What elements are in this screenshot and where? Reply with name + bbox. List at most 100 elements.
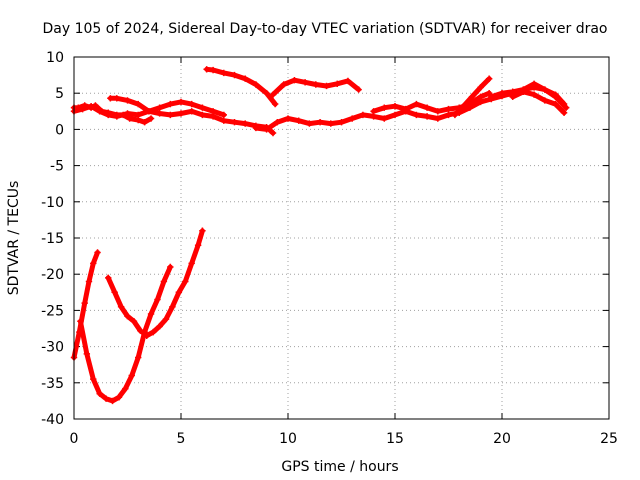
data-point: [77, 318, 84, 325]
y-tick-label: -20: [41, 267, 64, 283]
data-point: [188, 100, 195, 108]
data-point: [149, 328, 157, 336]
series-trace-b: [70, 103, 277, 137]
y-tick-label: 5: [55, 86, 64, 102]
data-point: [162, 315, 170, 323]
data-point: [85, 278, 93, 285]
data-point: [295, 117, 302, 124]
data-point: [445, 105, 452, 113]
data-point: [107, 95, 114, 102]
y-tick-label: -15: [41, 231, 64, 247]
y-tick-label: -40: [41, 412, 64, 428]
data-point: [182, 278, 189, 285]
x-tick-label: 10: [279, 431, 297, 447]
data-point: [498, 90, 506, 97]
data-point: [323, 82, 330, 90]
data-point: [90, 260, 97, 267]
data-point: [156, 323, 163, 330]
y-tick-label: 0: [55, 122, 64, 138]
data-point: [284, 115, 292, 122]
data-point: [530, 91, 538, 98]
series-trace-h: [451, 75, 493, 119]
series-trace-e: [269, 76, 362, 98]
data-point: [122, 385, 129, 392]
data-point: [135, 354, 142, 361]
y-axis-label: SDTVAR / TECUs: [6, 181, 22, 296]
data-point: [109, 397, 116, 405]
data-point: [231, 71, 238, 79]
plot-frame: [73, 56, 610, 420]
data-point: [359, 111, 367, 119]
data-point: [312, 81, 320, 88]
series-trace-l: [77, 263, 174, 405]
data-point: [90, 375, 97, 383]
series-trace-m: [105, 227, 206, 339]
data-point: [451, 111, 459, 119]
data-point: [280, 81, 287, 88]
data-point: [563, 104, 570, 111]
data-point: [83, 350, 91, 358]
y-tick-label: -25: [41, 303, 64, 319]
data-point: [334, 80, 341, 87]
data-point: [242, 75, 249, 82]
data-point: [306, 120, 313, 127]
series-trace-j: [509, 88, 568, 116]
data-point: [105, 274, 112, 282]
series-trace-d: [203, 66, 279, 108]
data-point: [167, 263, 174, 271]
data-point: [434, 108, 441, 115]
series-trace-c: [107, 95, 227, 119]
data-point: [96, 108, 103, 115]
data-point: [413, 100, 420, 108]
data-point: [199, 111, 206, 119]
data-point: [252, 124, 260, 132]
data-point: [269, 129, 277, 137]
data-point: [79, 105, 86, 113]
data-point: [242, 120, 249, 127]
data-point: [220, 69, 227, 77]
data-point: [137, 327, 144, 334]
data-point: [117, 303, 125, 310]
data-point: [344, 77, 352, 85]
data-point: [94, 249, 101, 256]
y-tick-label: -10: [41, 195, 64, 211]
data-point: [391, 111, 399, 119]
data-point: [102, 395, 110, 402]
data-point: [434, 115, 441, 122]
data-point: [126, 115, 133, 122]
data-point: [520, 88, 527, 95]
data-point: [402, 105, 409, 113]
data-point: [167, 100, 174, 108]
data-point: [530, 80, 538, 87]
data-point: [541, 97, 548, 104]
data-point: [113, 113, 120, 120]
data-point: [203, 66, 210, 73]
data-point: [381, 115, 388, 122]
data-point: [147, 115, 155, 122]
data-point: [188, 108, 195, 115]
data-point: [177, 110, 185, 117]
data-point: [509, 93, 516, 101]
data-point: [160, 278, 168, 285]
y-tick-label: -5: [50, 159, 64, 175]
data-point: [115, 394, 123, 401]
data-point: [338, 118, 345, 126]
data-point: [327, 120, 334, 127]
x-tick-label: 5: [177, 431, 186, 447]
data-point: [485, 90, 493, 97]
data-point: [113, 95, 120, 102]
data-point: [263, 90, 270, 97]
data-point: [370, 108, 377, 115]
data-point: [269, 91, 277, 98]
y-tick-label: 10: [46, 50, 64, 66]
data-point: [130, 318, 138, 325]
data-point: [477, 84, 484, 91]
data-point: [105, 111, 112, 119]
data-point: [423, 104, 431, 111]
data-point: [485, 75, 493, 82]
data-point: [413, 111, 420, 119]
data-point: [169, 303, 176, 310]
x-tick-label: 0: [70, 431, 79, 447]
series-line: [204, 66, 278, 107]
